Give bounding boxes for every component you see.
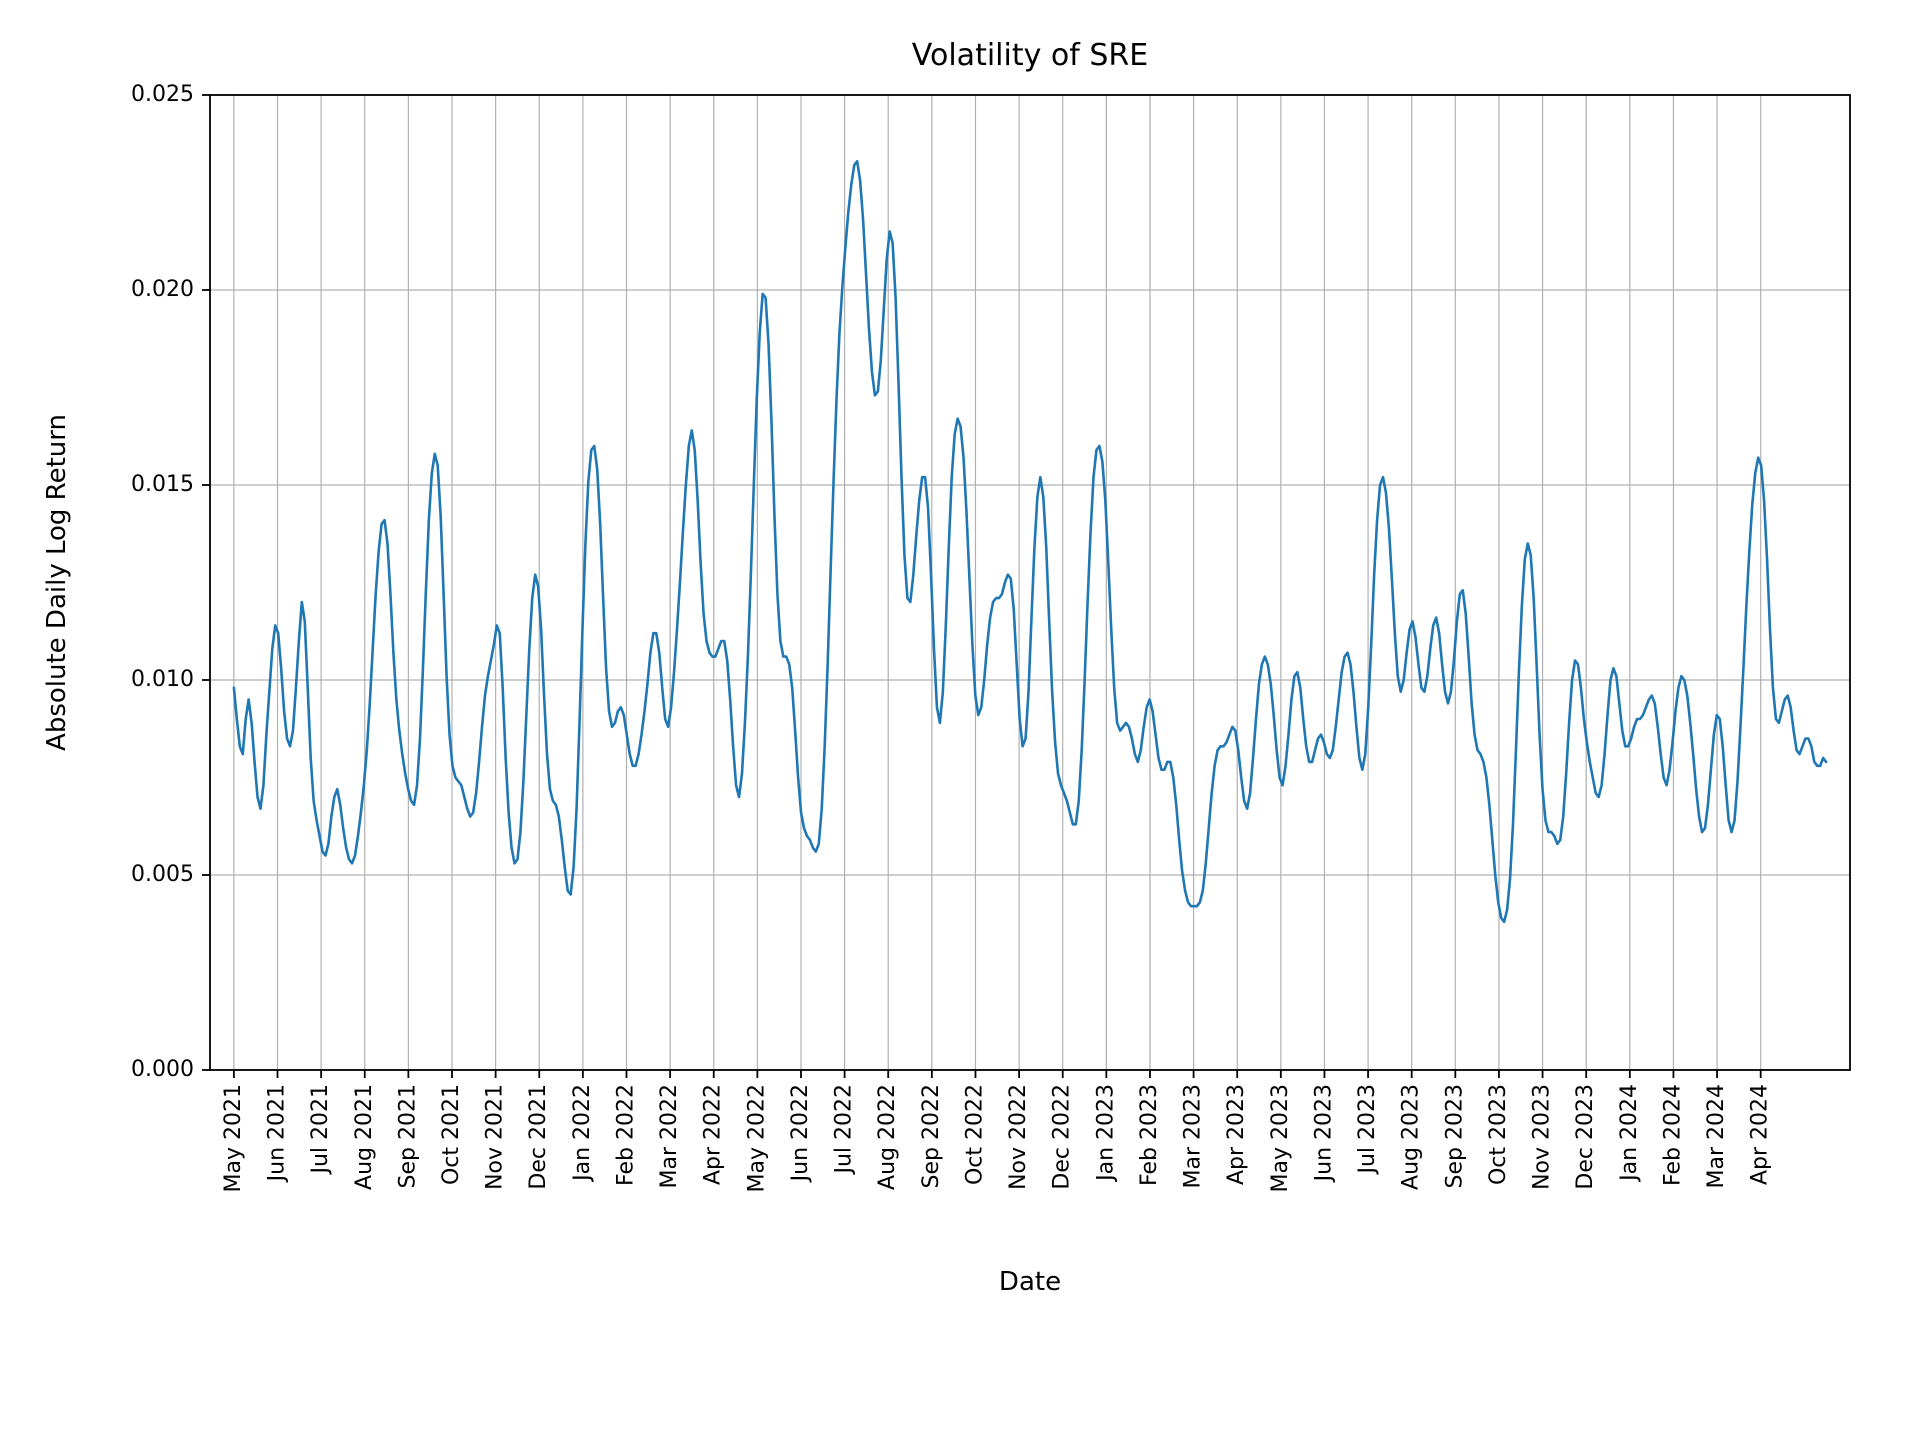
x-tick-label: Sep 2021 <box>395 1084 420 1188</box>
x-tick-label: Aug 2021 <box>352 1084 377 1190</box>
x-tick-label: Jun 2021 <box>265 1084 290 1183</box>
x-tick-label: Nov 2022 <box>1006 1084 1031 1190</box>
y-tick-label: 0.020 <box>131 277 194 302</box>
x-tick-label: Jan 2024 <box>1617 1084 1642 1183</box>
y-tick-labels: 0.000 0.005 0.010 0.015 0.020 0.025 <box>131 82 194 1082</box>
x-tick-label: Aug 2023 <box>1399 1084 1424 1190</box>
x-tick-label: Nov 2023 <box>1530 1084 1555 1190</box>
x-tick-label: Mar 2022 <box>657 1084 682 1189</box>
x-ticks <box>234 1070 1761 1078</box>
x-tick-label: Jan 2022 <box>570 1084 595 1183</box>
plot-area <box>210 95 1850 1070</box>
y-tick-label: 0.000 <box>131 1057 194 1082</box>
x-tick-label: Jun 2022 <box>788 1084 813 1183</box>
x-tick-label: Dec 2023 <box>1573 1084 1598 1190</box>
x-tick-label: May 2022 <box>744 1084 769 1192</box>
x-tick-label: Apr 2022 <box>701 1084 726 1185</box>
y-tick-label: 0.015 <box>131 472 194 497</box>
x-tick-label: Sep 2023 <box>1442 1084 1467 1188</box>
y-tick-label: 0.010 <box>131 667 194 692</box>
volatility-chart: May 2021 Jun 2021 Jul 2021 Aug 2021 Sep 2021… <box>0 0 1920 1440</box>
x-tick-label: Jun 2023 <box>1311 1084 1336 1183</box>
x-tick-label: Dec 2022 <box>1050 1084 1075 1190</box>
y-ticks <box>202 95 210 1070</box>
x-tick-label: May 2023 <box>1268 1084 1293 1192</box>
x-tick-label: Jul 2022 <box>832 1084 857 1176</box>
x-tick-label: Feb 2022 <box>613 1084 638 1186</box>
x-axis-label: Date <box>999 1267 1061 1297</box>
x-tick-label: Mar 2023 <box>1181 1084 1206 1189</box>
y-tick-label: 0.005 <box>131 862 194 887</box>
x-tick-label: Feb 2023 <box>1137 1084 1162 1186</box>
x-tick-label: Jul 2021 <box>308 1084 333 1176</box>
y-axis-label: Absolute Daily Log Return <box>42 414 72 751</box>
x-tick-label: Sep 2022 <box>919 1084 944 1188</box>
x-tick-label: Aug 2022 <box>875 1084 900 1190</box>
x-tick-label: Nov 2021 <box>483 1084 508 1190</box>
x-tick-label: Apr 2023 <box>1224 1084 1249 1185</box>
x-tick-label: Jul 2023 <box>1355 1084 1380 1176</box>
y-tick-label: 0.025 <box>131 82 194 107</box>
x-tick-label: Oct 2022 <box>962 1084 987 1185</box>
x-tick-labels: May 2021 Jun 2021 Jul 2021 Aug 2021 Sep 2021… <box>221 1084 1773 1192</box>
x-tick-label: May 2021 <box>221 1084 246 1192</box>
x-tick-label: Oct 2023 <box>1486 1084 1511 1185</box>
chart-title: Volatility of SRE <box>912 38 1148 73</box>
x-tick-label: Oct 2021 <box>439 1084 464 1185</box>
x-tick-label: Dec 2021 <box>526 1084 551 1190</box>
x-tick-label: Mar 2024 <box>1704 1084 1729 1189</box>
x-tick-label: Jan 2023 <box>1093 1084 1118 1183</box>
x-tick-label: Apr 2024 <box>1748 1084 1773 1185</box>
x-tick-label: Feb 2024 <box>1660 1084 1685 1186</box>
